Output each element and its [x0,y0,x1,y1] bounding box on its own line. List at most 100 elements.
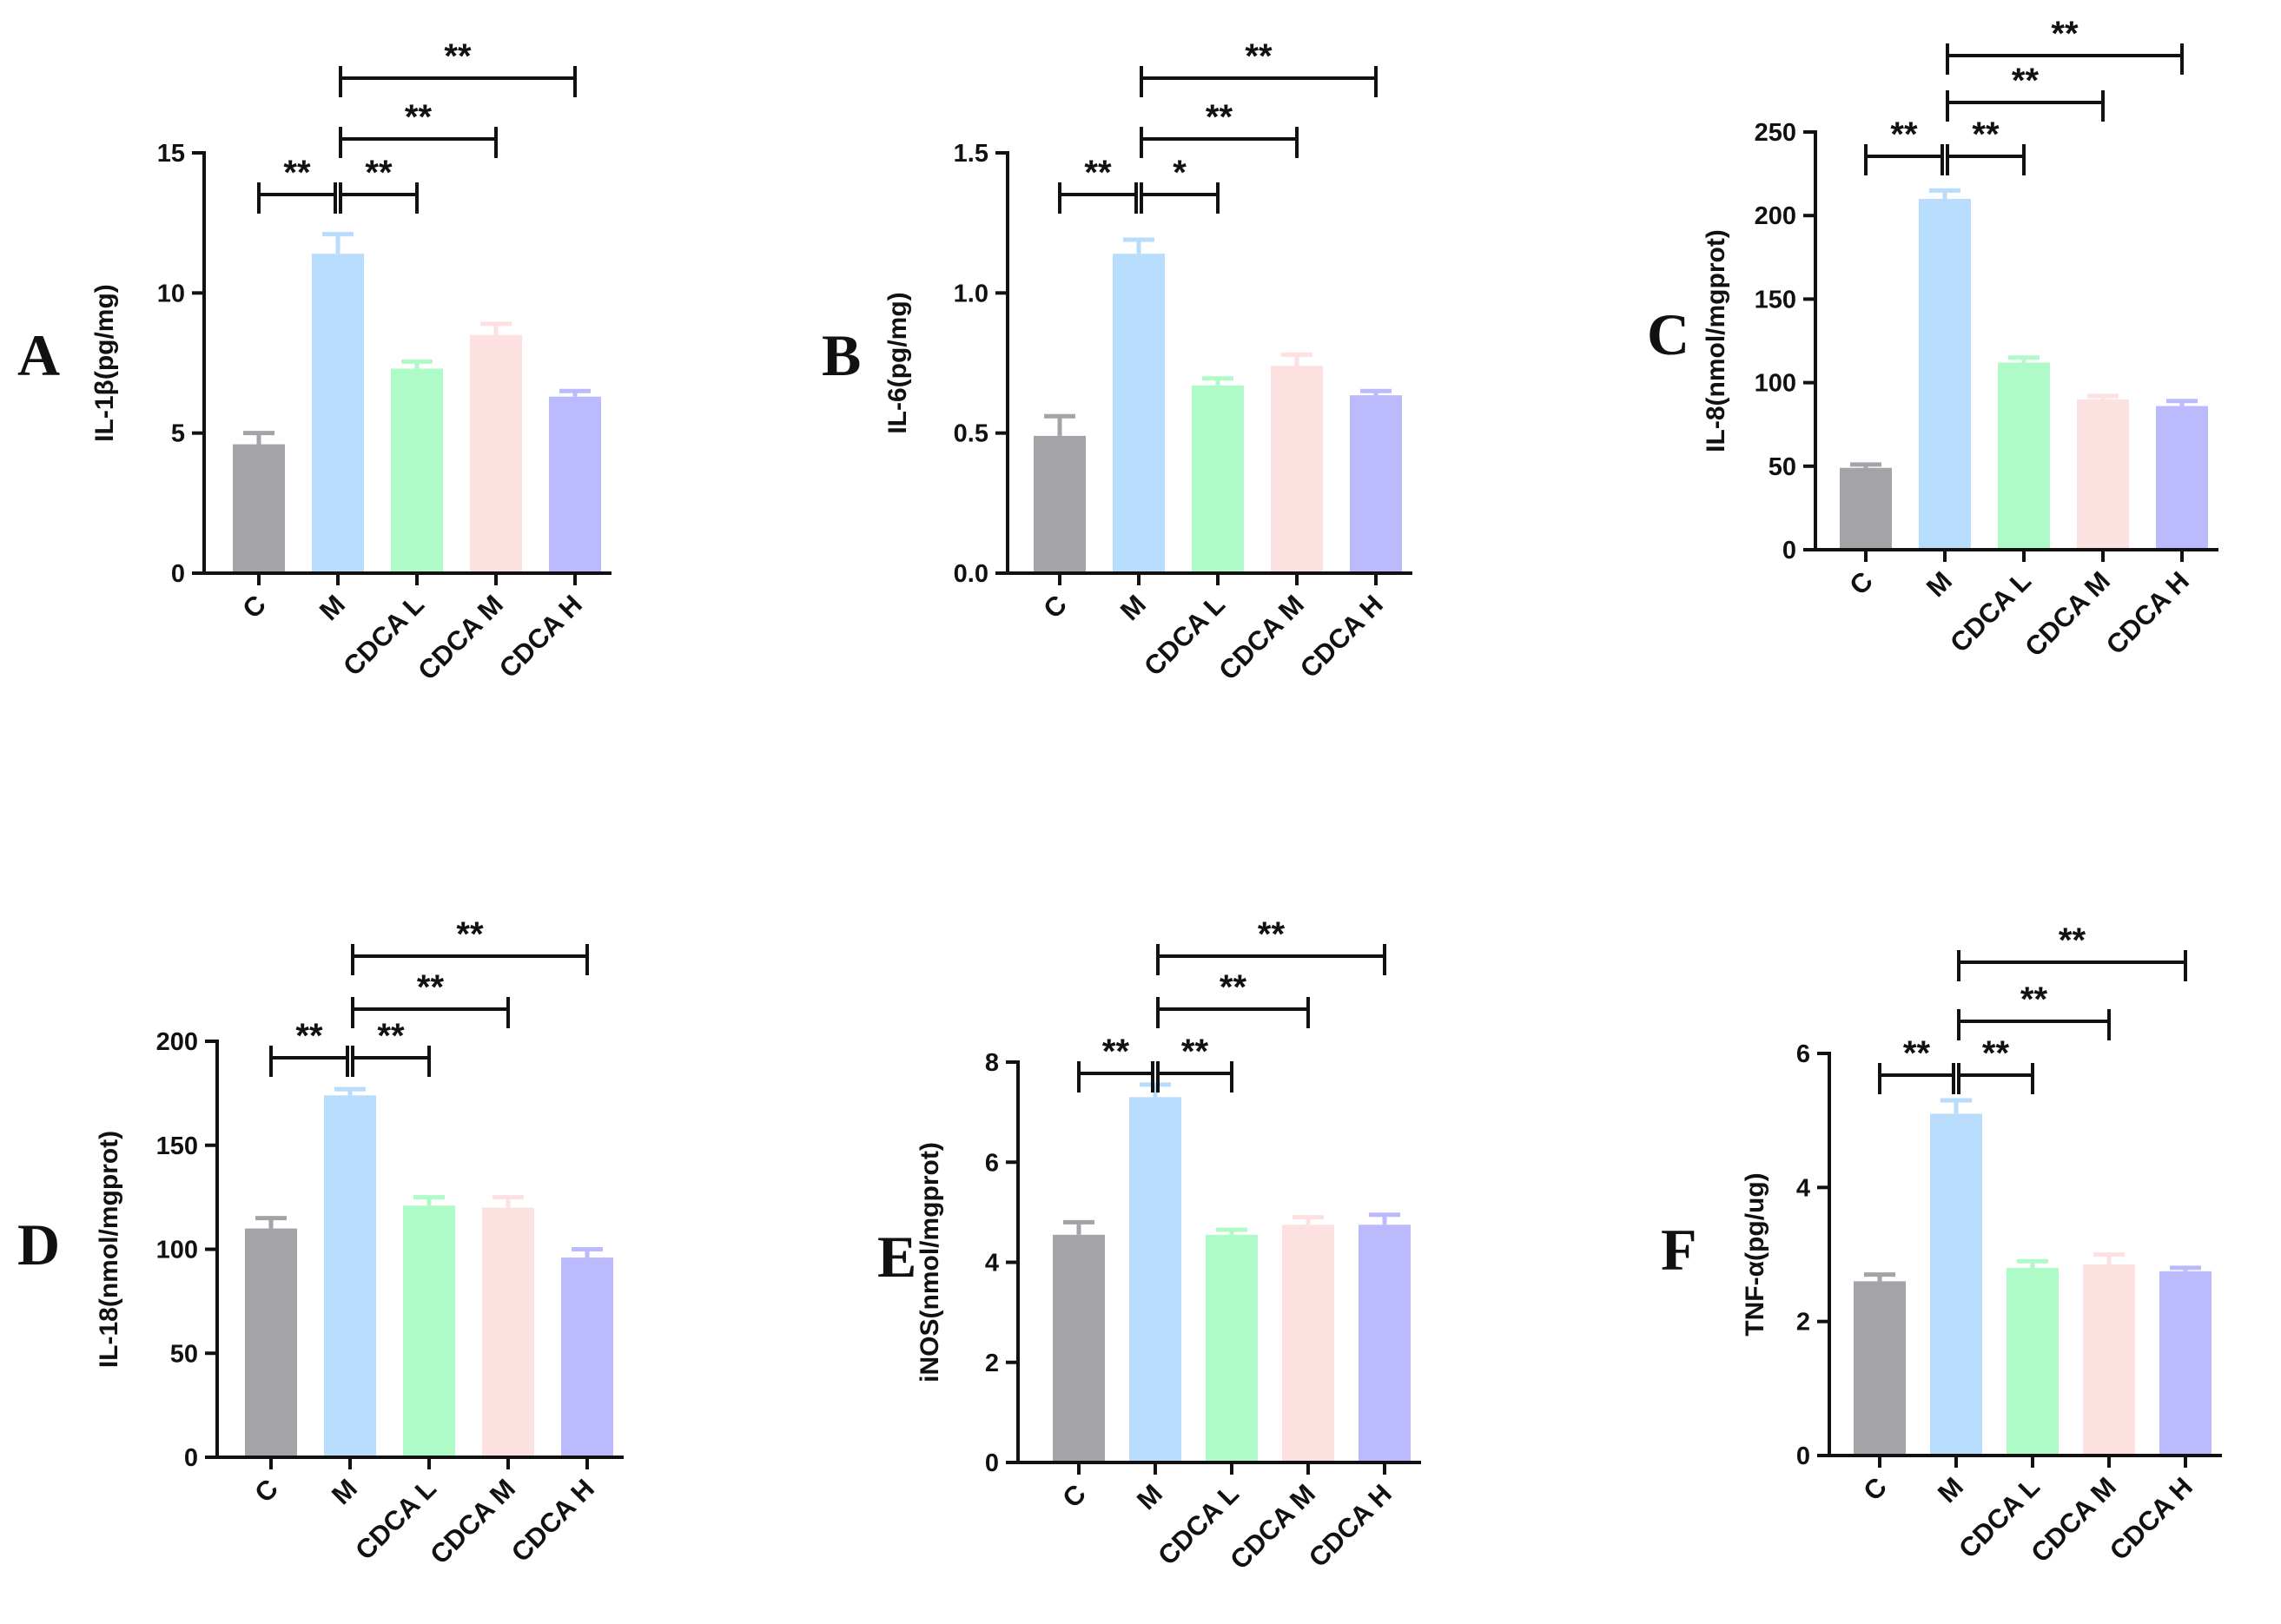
x-tick-label: CDCA H [493,589,588,683]
x-tick-label: C [1843,565,1879,601]
y-tick-label: 8 [985,1049,999,1077]
significance-label: * [1173,154,1187,192]
significance-label: ** [295,1017,323,1055]
significance-label: ** [1972,116,2000,154]
bar [233,444,285,573]
y-tick-label: 6 [1796,1040,1810,1068]
bar [2007,1267,2059,1456]
x-tick-label: CDCA H [2104,1471,2198,1566]
y-tick-label: 4 [985,1250,999,1277]
bar [1854,1281,1906,1456]
significance-label: ** [365,154,393,192]
bar [1206,1234,1258,1462]
significance-label: ** [1890,116,1918,154]
panel-label: F [1661,1217,1697,1283]
x-tick-label: M [1114,589,1152,626]
significance-label: ** [2051,15,2079,53]
bar [2156,406,2208,550]
y-tick-label: 250 [1755,119,1796,147]
significance-label: ** [1084,154,1112,192]
significance-label: ** [1102,1033,1130,1071]
bar [1930,1113,1982,1456]
bar [245,1228,297,1457]
x-tick-label: M [1932,1471,1969,1508]
bar [2077,399,2129,550]
bar [1034,435,1086,573]
x-tick-label: M [1921,565,1958,603]
bar [391,368,443,573]
x-tick-label: C [1037,589,1073,624]
bar [1840,467,1892,550]
y-tick-label: 100 [156,1237,198,1264]
bar [312,254,364,573]
x-tick-label: CDCA H [506,1473,600,1568]
significance-label: ** [1245,37,1273,76]
y-axis-label: IL-18(nmol/mgprot) [95,1131,123,1368]
bar [2083,1264,2135,1456]
panel-label: E [877,1224,916,1290]
bar [470,334,522,573]
significance-label: ** [1903,1034,1931,1073]
y-tick-label: 0 [1796,1442,1810,1470]
significance-label: ** [1206,98,1233,136]
significance-label: ** [405,98,433,136]
y-tick-label: 50 [170,1340,198,1368]
y-tick-label: 2 [1796,1309,1810,1337]
bar [1998,362,2050,550]
y-tick-label: 10 [157,280,185,307]
y-tick-label: 1.5 [954,140,988,168]
bar [1919,198,1971,550]
y-tick-label: 2 [985,1350,999,1377]
bar [1113,254,1165,573]
bar [1053,1234,1105,1462]
y-tick-label: 15 [157,140,185,168]
panel-c: C IL-8(nmol/mgprot) 0 50 100 150 200 250 C M CDCA … [1647,15,2218,663]
significance-label: ** [1982,1034,2010,1073]
x-tick-label: M [314,589,351,626]
significance-label: ** [2059,921,2086,960]
y-axis-label: IL-1β(pg/mg) [90,284,119,442]
y-axis-label: IL-8(nmol/mgprot) [1702,229,1730,452]
significance-label: ** [444,37,472,76]
bar [1350,395,1402,573]
y-axis-label: iNOS(nmol/mgprot) [916,1142,944,1383]
significance-label: ** [1258,915,1286,954]
x-tick-label: CDCA H [1294,589,1389,683]
y-axis-label: TNF-α(pg/ug) [1741,1172,1769,1336]
significance-label: ** [417,968,445,1007]
y-tick-label: 150 [156,1132,198,1160]
y-tick-label: 0.5 [954,420,988,448]
y-tick-label: 150 [1755,286,1796,314]
significance-label: ** [1220,968,1247,1007]
x-tick-label: C [1056,1478,1092,1514]
y-tick-label: 200 [1755,202,1796,230]
bar [2159,1271,2212,1456]
y-tick-label: 4 [1796,1174,1810,1202]
bar [1282,1225,1334,1462]
y-tick-label: 200 [156,1028,198,1056]
bar [324,1095,376,1457]
y-tick-label: 6 [985,1149,999,1177]
significance-label: ** [2020,980,2048,1019]
x-tick-label: CDCA H [2100,565,2195,660]
significance-label: ** [1181,1033,1209,1071]
x-tick-label: CDCA M [2025,1471,2122,1568]
significance-label: ** [2012,62,2040,100]
x-tick-label: CDCA M [2019,565,2116,663]
y-tick-label: 0.0 [954,560,988,588]
bar [561,1258,613,1457]
x-tick-label: CDCA M [1213,589,1310,686]
y-axis-label: IL-6(pg/mg) [883,292,912,433]
bar [1192,385,1244,573]
y-tick-label: 5 [171,420,185,448]
y-tick-label: 1.0 [954,280,988,307]
x-tick-label: C [236,589,272,624]
x-tick-label: CDCA M [1224,1478,1321,1575]
y-tick-label: 0 [171,560,185,588]
significance-label: ** [283,154,311,192]
